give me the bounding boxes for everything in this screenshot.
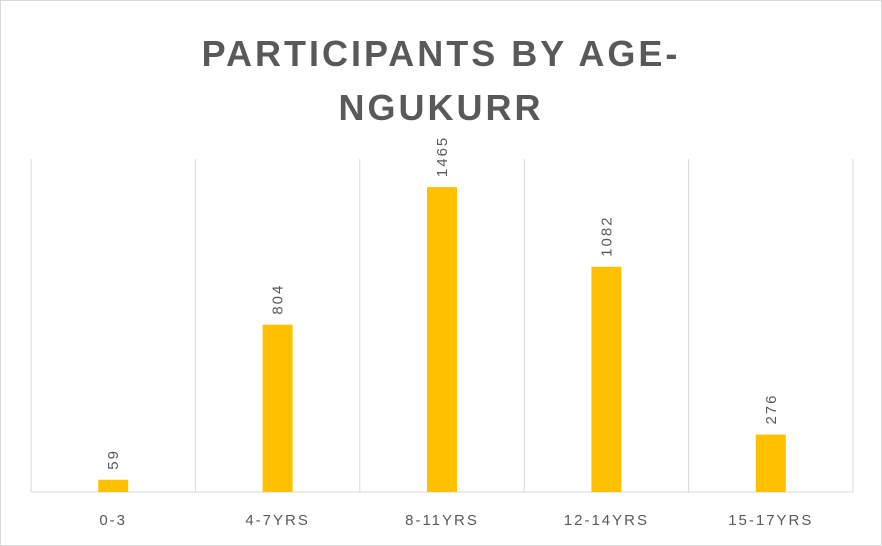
bar — [427, 187, 457, 493]
data-label: 1465 — [434, 136, 451, 177]
data-label: 59 — [105, 449, 122, 470]
x-tick-label: 0-3 — [99, 512, 127, 529]
chart-title: PARTICIPANTS BY AGE-NGUKURR — [201, 33, 681, 128]
x-tick-label: 4-7YRS — [245, 512, 310, 529]
x-tick-label: 15-17YRS — [728, 512, 813, 529]
x-tick-label: 8-11YRS — [405, 512, 479, 529]
bar — [755, 434, 786, 492]
bar — [591, 266, 622, 492]
data-label: 1082 — [598, 215, 615, 256]
data-label: 276 — [763, 394, 780, 425]
data-label: 804 — [270, 284, 287, 315]
bar — [262, 324, 293, 492]
x-tick-label: 12-14YRS — [564, 512, 649, 529]
bar — [98, 479, 129, 492]
